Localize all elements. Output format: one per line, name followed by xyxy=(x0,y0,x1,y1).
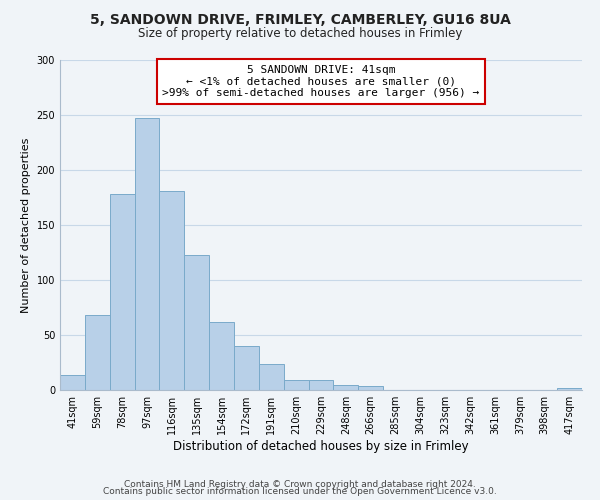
X-axis label: Distribution of detached houses by size in Frimley: Distribution of detached houses by size … xyxy=(173,440,469,453)
Y-axis label: Number of detached properties: Number of detached properties xyxy=(21,138,31,312)
Bar xyxy=(160,191,184,390)
Bar xyxy=(209,322,234,390)
Bar xyxy=(308,380,334,390)
Text: Contains public sector information licensed under the Open Government Licence v3: Contains public sector information licen… xyxy=(103,487,497,496)
Bar xyxy=(184,254,209,390)
Bar xyxy=(60,374,85,390)
Bar xyxy=(110,194,134,390)
Bar xyxy=(557,388,582,390)
Text: Size of property relative to detached houses in Frimley: Size of property relative to detached ho… xyxy=(138,28,462,40)
Bar xyxy=(134,118,160,390)
Text: 5, SANDOWN DRIVE, FRIMLEY, CAMBERLEY, GU16 8UA: 5, SANDOWN DRIVE, FRIMLEY, CAMBERLEY, GU… xyxy=(89,12,511,26)
Text: Contains HM Land Registry data © Crown copyright and database right 2024.: Contains HM Land Registry data © Crown c… xyxy=(124,480,476,489)
Bar xyxy=(358,386,383,390)
Bar xyxy=(234,346,259,390)
Bar xyxy=(284,380,308,390)
Bar xyxy=(85,315,110,390)
Text: 5 SANDOWN DRIVE: 41sqm
← <1% of detached houses are smaller (0)
>99% of semi-det: 5 SANDOWN DRIVE: 41sqm ← <1% of detached… xyxy=(163,65,479,98)
Bar xyxy=(334,384,358,390)
Bar xyxy=(259,364,284,390)
